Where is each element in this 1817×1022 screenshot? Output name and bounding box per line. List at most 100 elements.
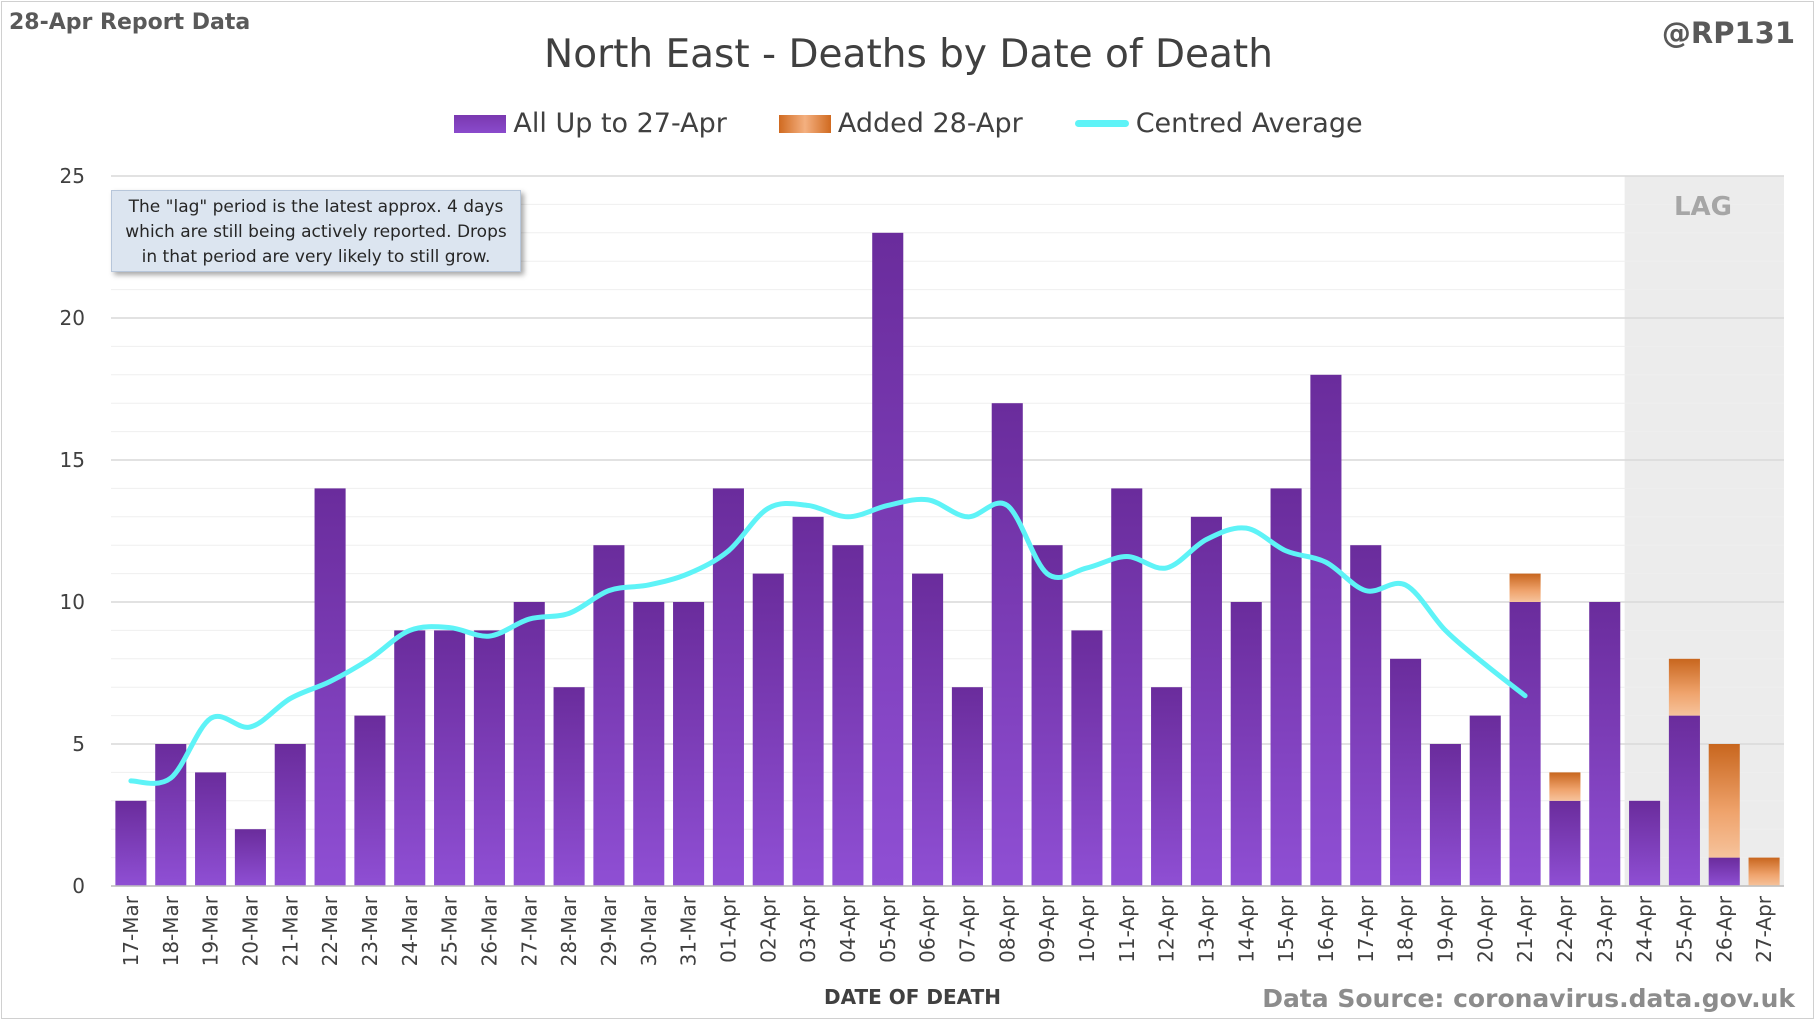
bar-existing xyxy=(1310,374,1342,886)
x-tick-label: 22-Apr xyxy=(1553,895,1577,963)
average-line xyxy=(128,496,1528,786)
x-tick-label: 16-Apr xyxy=(1314,895,1338,963)
x-tick-label: 21-Apr xyxy=(1513,895,1537,963)
x-tick-label: 23-Apr xyxy=(1593,895,1617,963)
x-tick-label: 17-Apr xyxy=(1354,895,1378,963)
bar-existing xyxy=(712,488,744,886)
bar-existing xyxy=(1429,744,1461,886)
legend: All Up to 27-Apr Added 28-Apr Centred Av… xyxy=(0,108,1817,139)
bar-existing xyxy=(1549,800,1581,886)
x-tick-label: 10-Apr xyxy=(1075,895,1099,963)
bar-existing xyxy=(1151,687,1183,886)
x-tick-label: 22-Mar xyxy=(318,895,342,966)
x-tick-label: 14-Apr xyxy=(1234,895,1258,963)
bar-existing xyxy=(991,403,1023,886)
bar-existing xyxy=(1111,488,1143,886)
bar-existing xyxy=(1031,545,1063,886)
x-tick-label: 01-Apr xyxy=(716,895,740,963)
note-line: in that period are very likely to still … xyxy=(141,247,491,267)
x-tick-label: 20-Apr xyxy=(1473,895,1497,963)
x-tick-label: 19-Apr xyxy=(1433,895,1457,963)
x-tick-label: 11-Apr xyxy=(1115,895,1139,963)
bar-existing xyxy=(872,232,904,887)
x-tick-label: 27-Mar xyxy=(517,895,541,966)
note-line: which are still being actively reported.… xyxy=(125,222,507,242)
bar-existing xyxy=(473,630,505,886)
bar-existing xyxy=(673,602,705,886)
bar-existing xyxy=(1190,516,1222,886)
bar-existing xyxy=(1589,602,1621,886)
x-tick-label: 30-Mar xyxy=(637,895,661,966)
bar-added xyxy=(1668,658,1700,716)
lag-label: LAG xyxy=(1673,192,1733,222)
bar-existing xyxy=(951,687,983,886)
bar-added xyxy=(1549,772,1581,801)
y-tick-label: 15 xyxy=(60,448,85,472)
x-tick-label: 18-Apr xyxy=(1394,895,1418,963)
bar-existing xyxy=(1390,658,1422,886)
x-tick-label: 28-Mar xyxy=(557,895,581,966)
bar-added xyxy=(1509,573,1541,602)
x-tick-label: 05-Apr xyxy=(876,895,900,963)
lag-shade xyxy=(1624,176,1784,886)
bar-existing xyxy=(274,744,306,886)
bar-existing xyxy=(1230,602,1262,886)
x-tick-label: 03-Apr xyxy=(796,895,820,963)
x-tick-label: 02-Apr xyxy=(756,895,780,963)
bar-existing xyxy=(1708,857,1740,886)
x-tick-label: 12-Apr xyxy=(1155,895,1179,963)
bar-existing xyxy=(912,573,944,886)
y-tick-label: 25 xyxy=(60,164,85,188)
legend-label-existing: All Up to 27-Apr xyxy=(513,108,727,139)
bar-existing xyxy=(354,715,386,886)
bar-existing xyxy=(752,573,784,886)
bar-existing xyxy=(553,687,585,886)
x-tick-label: 24-Apr xyxy=(1633,895,1657,963)
legend-entry-average: Centred Average xyxy=(1074,108,1363,139)
x-tick-label: 06-Apr xyxy=(916,895,940,963)
bar-existing xyxy=(195,772,227,886)
x-tick-label: 07-Apr xyxy=(955,895,979,963)
legend-entry-added: Added 28-Apr xyxy=(778,108,1023,139)
bar-existing xyxy=(1469,715,1501,886)
legend-swatch-average xyxy=(1074,120,1129,127)
bar-existing xyxy=(792,516,824,886)
data-source: Data Source: coronavirus.data.gov.uk xyxy=(1262,984,1795,1013)
x-tick-label: 09-Apr xyxy=(1035,895,1059,963)
x-tick-label: 15-Apr xyxy=(1274,895,1298,963)
x-tick-label: 21-Mar xyxy=(278,895,302,966)
x-tick-label: 17-Mar xyxy=(119,895,143,966)
x-tick-label: 29-Mar xyxy=(597,895,621,966)
bar-existing xyxy=(115,800,147,886)
legend-swatch-added xyxy=(778,114,831,133)
bar-existing xyxy=(593,545,625,886)
y-tick-label: 5 xyxy=(72,732,85,756)
x-tick-label: 04-Apr xyxy=(836,895,860,963)
x-tick-label: 26-Apr xyxy=(1712,895,1736,963)
x-tick-label: 23-Mar xyxy=(358,895,382,966)
y-tick-label: 20 xyxy=(60,306,85,330)
x-axis-title: DATE OF DEATH xyxy=(824,985,1001,1009)
x-tick-label: 31-Mar xyxy=(677,895,701,966)
x-tick-label: 18-Mar xyxy=(159,895,183,966)
chart-title: North East - Deaths by Date of Death xyxy=(544,32,1273,77)
legend-swatch-existing xyxy=(454,114,507,133)
x-tick-label: 08-Apr xyxy=(995,895,1019,963)
y-tick-label: 10 xyxy=(60,590,85,614)
bar-existing xyxy=(1071,630,1103,886)
legend-label-added: Added 28-Apr xyxy=(837,108,1023,139)
x-tick-label: 13-Apr xyxy=(1194,895,1218,963)
x-tick-label: 25-Apr xyxy=(1672,895,1696,963)
x-tick-label: 24-Mar xyxy=(398,895,422,966)
author-handle: @RP131 xyxy=(1661,16,1795,50)
bar-existing xyxy=(1350,545,1382,886)
bar-existing xyxy=(832,545,864,886)
x-tick-label: 19-Mar xyxy=(199,895,223,966)
y-tick-label: 0 xyxy=(72,874,85,898)
bar-existing xyxy=(1509,602,1541,886)
note-line: The "lag" period is the latest approx. 4… xyxy=(128,197,504,217)
x-tick-label: 20-Mar xyxy=(238,895,262,966)
x-tick-label: 26-Mar xyxy=(477,895,501,966)
